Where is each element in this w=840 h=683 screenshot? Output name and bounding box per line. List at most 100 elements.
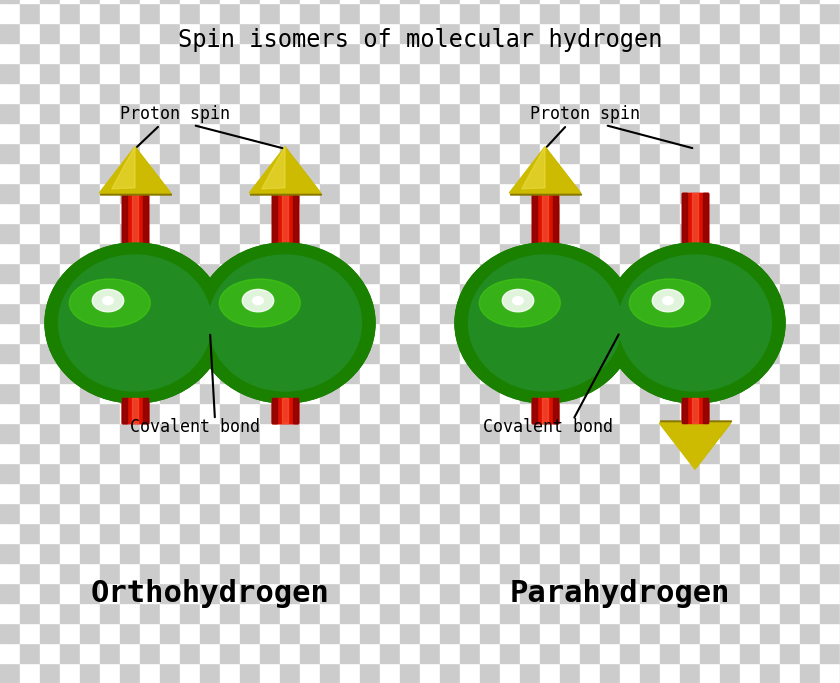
Bar — [480, 123, 500, 143]
Bar — [640, 263, 660, 283]
Bar — [320, 3, 340, 23]
Bar — [600, 503, 620, 523]
Bar — [400, 303, 420, 323]
Bar — [740, 423, 760, 443]
Bar — [140, 503, 160, 523]
Bar — [740, 143, 760, 163]
Bar — [700, 343, 720, 363]
Bar — [440, 3, 460, 23]
Bar — [400, 23, 420, 43]
Bar — [660, 263, 680, 283]
Bar — [200, 603, 220, 623]
Bar — [580, 143, 600, 163]
Bar — [60, 623, 80, 643]
Bar — [720, 223, 740, 243]
Bar — [760, 123, 780, 143]
Bar — [720, 403, 740, 423]
Bar — [260, 43, 280, 63]
Bar — [60, 143, 80, 163]
Bar — [420, 643, 440, 663]
Bar — [100, 443, 120, 463]
Bar — [380, 403, 400, 423]
Bar — [480, 43, 500, 63]
Bar — [100, 463, 120, 483]
Bar — [400, 483, 420, 503]
Bar — [300, 583, 320, 603]
Bar — [640, 203, 660, 223]
Bar — [140, 603, 160, 623]
Bar — [800, 543, 820, 563]
Bar — [340, 3, 360, 23]
Bar — [780, 663, 800, 683]
Bar — [240, 303, 260, 323]
Bar — [272, 398, 298, 423]
Bar — [0, 623, 20, 643]
Bar — [320, 343, 340, 363]
Bar — [20, 463, 40, 483]
Bar — [580, 483, 600, 503]
Bar — [660, 663, 680, 683]
Polygon shape — [659, 423, 731, 469]
Bar — [780, 443, 800, 463]
Bar — [720, 463, 740, 483]
Bar — [740, 523, 760, 543]
Bar — [380, 323, 400, 343]
Bar — [680, 0, 700, 3]
Bar — [180, 483, 200, 503]
Bar — [780, 483, 800, 503]
Bar — [520, 383, 540, 403]
Bar — [60, 423, 80, 443]
Bar — [680, 503, 700, 523]
Bar — [480, 303, 500, 323]
Bar — [200, 463, 220, 483]
Bar — [280, 463, 300, 483]
Bar — [560, 523, 580, 543]
Bar — [740, 243, 760, 263]
Bar — [800, 23, 820, 43]
Bar — [100, 583, 120, 603]
Bar — [200, 143, 220, 163]
Bar — [220, 63, 240, 83]
Bar — [280, 483, 300, 503]
Bar — [580, 323, 600, 343]
Bar — [320, 323, 340, 343]
Bar — [500, 623, 520, 643]
Bar — [520, 243, 540, 263]
Bar — [0, 303, 20, 323]
Bar — [300, 223, 320, 243]
Bar — [540, 43, 560, 63]
Bar — [420, 283, 440, 303]
Bar — [600, 63, 620, 83]
Bar — [340, 643, 360, 663]
Bar — [682, 398, 686, 423]
Bar — [400, 403, 420, 423]
Bar — [800, 583, 820, 603]
Bar — [60, 43, 80, 63]
Bar — [460, 43, 480, 63]
Bar — [760, 303, 780, 323]
Bar — [540, 383, 560, 403]
Bar — [660, 323, 680, 343]
Bar — [600, 243, 620, 263]
Bar — [122, 193, 148, 423]
Bar — [420, 263, 440, 283]
Bar — [660, 423, 680, 443]
Bar — [120, 163, 140, 183]
Bar — [40, 523, 60, 543]
Bar — [400, 83, 420, 103]
Bar — [200, 363, 220, 383]
Bar — [160, 423, 180, 443]
Bar — [640, 243, 660, 263]
Bar — [200, 383, 220, 403]
Bar — [340, 103, 360, 123]
Polygon shape — [511, 149, 582, 195]
Bar — [460, 623, 480, 643]
Bar — [600, 663, 620, 683]
Bar — [80, 323, 100, 343]
Bar — [40, 143, 60, 163]
Bar — [800, 0, 820, 3]
Bar — [40, 363, 60, 383]
Bar — [554, 193, 558, 423]
Bar — [120, 243, 140, 263]
Bar — [300, 643, 320, 663]
